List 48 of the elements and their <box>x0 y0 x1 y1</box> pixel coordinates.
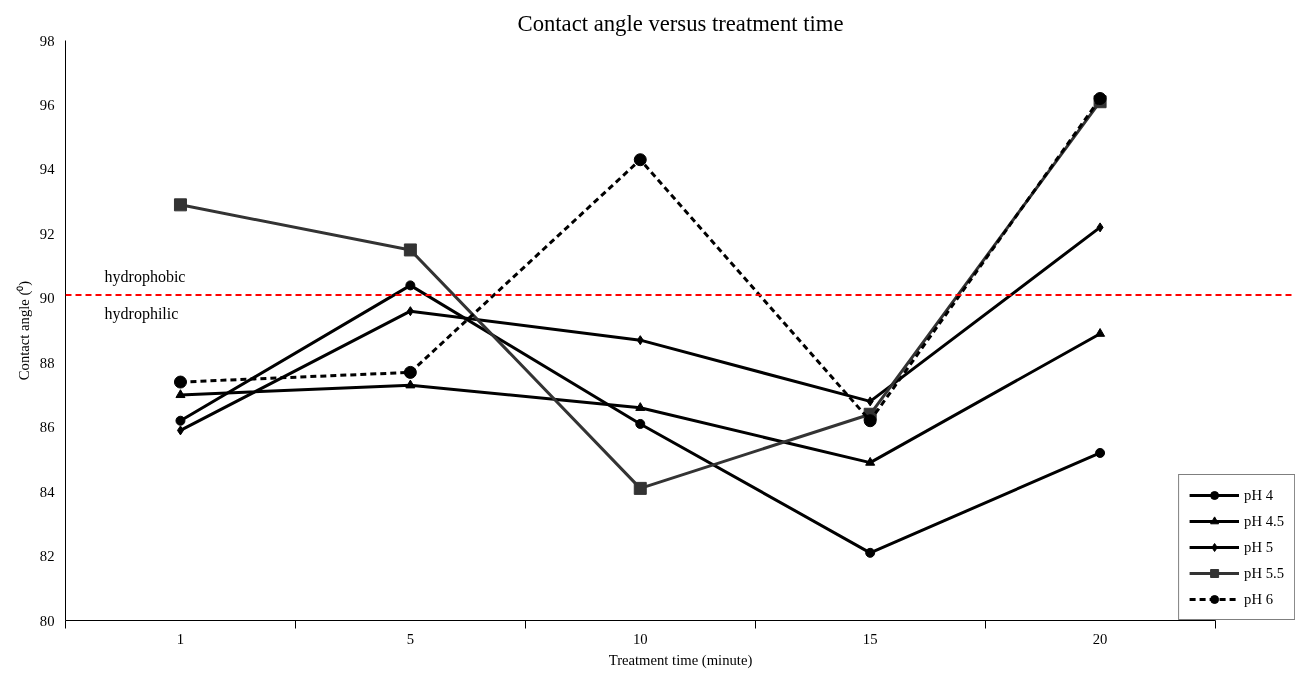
point <box>1095 447 1106 458</box>
point <box>866 396 874 407</box>
point <box>176 425 184 436</box>
x-tick-label: 15 <box>862 630 878 647</box>
y-tick-label: 92 <box>39 225 55 242</box>
x-tick-label: 5 <box>406 630 415 647</box>
point <box>405 379 416 389</box>
point <box>865 547 876 558</box>
annotation: hydrophobic <box>104 268 186 287</box>
point <box>633 481 647 495</box>
y-tick-label: 80 <box>39 612 55 629</box>
x-axis-title: Treatment time (minute) <box>608 651 753 669</box>
chart-title: Contact angle versus treatment time <box>517 10 844 36</box>
point <box>636 335 644 346</box>
point <box>403 243 417 257</box>
point <box>403 365 417 379</box>
y-tick-label: 94 <box>39 161 56 178</box>
point <box>865 456 876 466</box>
x-tick-label: 10 <box>632 630 648 647</box>
x-tick-label: 20 <box>1092 630 1108 647</box>
y-axis-title: Contact angle (⁰) <box>15 280 33 381</box>
legend-label: pH 4 <box>1244 486 1273 504</box>
legend-label: pH 6 <box>1244 590 1273 608</box>
point <box>405 280 416 291</box>
point <box>173 375 187 389</box>
y-tick-label: 86 <box>39 419 55 436</box>
x-tick-label: 1 <box>176 630 185 647</box>
y-tick-label: 84 <box>39 483 56 500</box>
point <box>173 198 187 212</box>
legend-label: pH 5 <box>1244 538 1273 556</box>
point <box>1095 328 1106 337</box>
point <box>406 306 414 317</box>
point <box>633 153 647 167</box>
y-tick-label: 98 <box>39 32 55 49</box>
y-tick-label: 88 <box>39 354 55 371</box>
point <box>175 415 186 426</box>
point <box>1096 222 1104 233</box>
point <box>635 418 646 429</box>
point <box>863 414 877 428</box>
point <box>175 389 186 399</box>
annotation: hydrophilic <box>104 305 179 324</box>
point <box>1093 92 1107 105</box>
point <box>635 402 646 411</box>
legend-label: pH 5.5 <box>1244 564 1284 582</box>
y-tick-label: 82 <box>39 548 55 565</box>
legend-label: pH 4.5 <box>1244 512 1284 530</box>
y-tick-label: 96 <box>39 96 55 113</box>
y-tick-label: 90 <box>39 290 55 307</box>
